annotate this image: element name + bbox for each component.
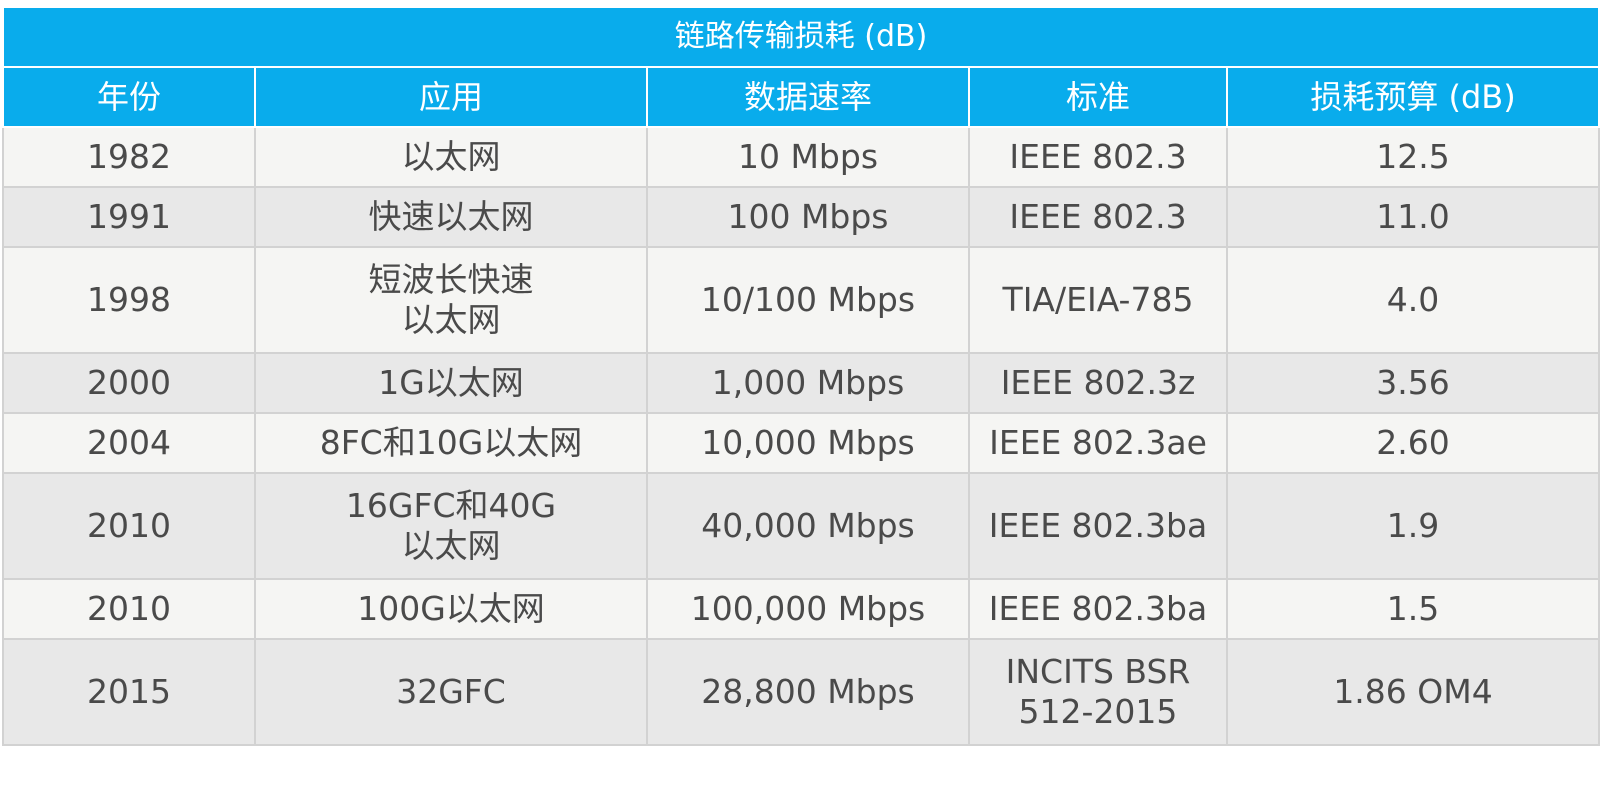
cell-data-rate: 100,000 Mbps [646, 578, 970, 640]
cell-year: 2010 [2, 472, 256, 580]
cell-year: 1982 [2, 126, 256, 188]
cell-loss-budget: 11.0 [1225, 186, 1600, 248]
table-row: 2004 8FC和10G以太网 10,000 Mbps IEEE 802.3ae… [2, 412, 1600, 474]
cell-standard: IEEE 802.3ba [968, 578, 1228, 640]
table-row: 2000 1G以太网 1,000 Mbps IEEE 802.3z 3.56 [2, 352, 1600, 414]
cell-application: 短波长快速 以太网 [254, 246, 648, 354]
cell-application: 以太网 [254, 126, 648, 188]
link-loss-table: 链路传输损耗 (dB) 年份 应用 数据速率 标准 损耗预算 (dB) 1982… [1, 6, 1600, 746]
cell-standard: INCITS BSR 512-2015 [968, 638, 1228, 746]
cell-loss-budget: 3.56 [1225, 352, 1600, 414]
cell-loss-budget: 1.5 [1225, 578, 1600, 640]
cell-standard: IEEE 802.3z [968, 352, 1228, 414]
cell-standard: IEEE 802.3 [968, 186, 1228, 248]
table-row: 1998 短波长快速 以太网 10/100 Mbps TIA/EIA-785 4… [2, 246, 1600, 354]
cell-application: 100G以太网 [254, 578, 648, 640]
cell-year: 2010 [2, 578, 256, 640]
column-header-application: 应用 [254, 66, 648, 128]
cell-year: 2015 [2, 638, 256, 746]
cell-year: 1998 [2, 246, 256, 354]
table-row: 1991 快速以太网 100 Mbps IEEE 802.3 11.0 [2, 186, 1600, 248]
cell-year: 2004 [2, 412, 256, 474]
cell-application: 1G以太网 [254, 352, 648, 414]
cell-standard: IEEE 802.3ae [968, 412, 1228, 474]
cell-data-rate: 28,800 Mbps [646, 638, 970, 746]
cell-standard: IEEE 802.3ba [968, 472, 1228, 580]
cell-data-rate: 10 Mbps [646, 126, 970, 188]
cell-application: 16GFC和40G 以太网 [254, 472, 648, 580]
cell-application: 快速以太网 [254, 186, 648, 248]
cell-data-rate: 40,000 Mbps [646, 472, 970, 580]
table-row: 2015 32GFC 28,800 Mbps INCITS BSR 512-20… [2, 638, 1600, 746]
cell-data-rate: 1,000 Mbps [646, 352, 970, 414]
cell-standard: TIA/EIA-785 [968, 246, 1228, 354]
cell-year: 2000 [2, 352, 256, 414]
column-header-year: 年份 [2, 66, 256, 128]
column-header-standard: 标准 [968, 66, 1228, 128]
cell-application: 8FC和10G以太网 [254, 412, 648, 474]
cell-data-rate: 100 Mbps [646, 186, 970, 248]
table-row: 2010 100G以太网 100,000 Mbps IEEE 802.3ba 1… [2, 578, 1600, 640]
table-title: 链路传输损耗 (dB) [1, 6, 1600, 68]
cell-loss-budget: 2.60 [1225, 412, 1600, 474]
table-row: 1982 以太网 10 Mbps IEEE 802.3 12.5 [2, 126, 1600, 188]
cell-year: 1991 [2, 186, 256, 248]
cell-loss-budget: 4.0 [1225, 246, 1600, 354]
table-row: 2010 16GFC和40G 以太网 40,000 Mbps IEEE 802.… [2, 472, 1600, 580]
column-header-data-rate: 数据速率 [646, 66, 970, 128]
column-header-loss-budget: 损耗预算 (dB) [1225, 66, 1600, 128]
cell-loss-budget: 1.9 [1225, 472, 1600, 580]
cell-standard: IEEE 802.3 [968, 126, 1228, 188]
cell-data-rate: 10,000 Mbps [646, 412, 970, 474]
cell-loss-budget: 12.5 [1225, 126, 1600, 188]
cell-application: 32GFC [254, 638, 648, 746]
cell-loss-budget: 1.86 OM4 [1225, 638, 1600, 746]
cell-data-rate: 10/100 Mbps [646, 246, 970, 354]
